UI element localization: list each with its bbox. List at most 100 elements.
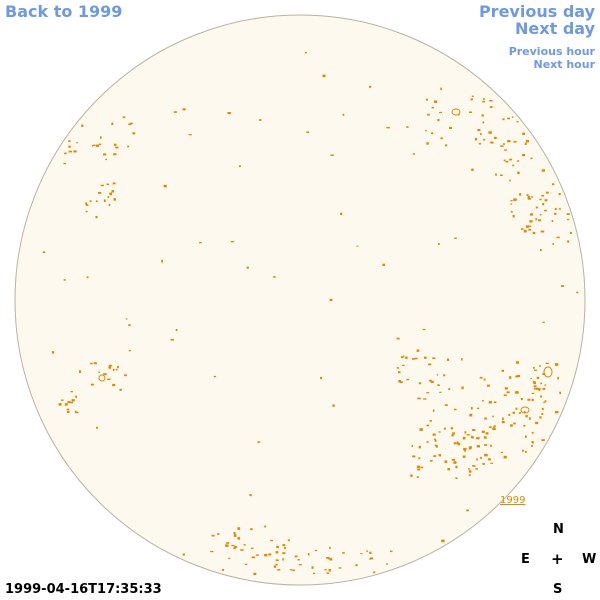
- feature-mark: [567, 240, 570, 243]
- feature-mark: [434, 100, 438, 103]
- feature-mark: [446, 358, 450, 361]
- feature-mark: [516, 121, 519, 123]
- feature-mark: [540, 395, 542, 398]
- feature-mark: [538, 388, 541, 392]
- feature-mark: [429, 420, 432, 422]
- feature-mark: [74, 410, 77, 414]
- feature-mark: [523, 425, 526, 427]
- feature-mark: [542, 321, 545, 323]
- feature-mark: [108, 364, 113, 367]
- feature-mark: [89, 200, 92, 202]
- previous-hour-link[interactable]: Previous hour: [508, 45, 595, 58]
- feature-mark: [453, 442, 457, 445]
- feature-mark: [526, 139, 530, 143]
- feature-mark: [255, 554, 259, 556]
- next-hour-link[interactable]: Next hour: [533, 58, 596, 71]
- feature-mark: [244, 563, 248, 566]
- feature-mark: [492, 415, 494, 418]
- feature-mark: [98, 371, 100, 373]
- feature-mark: [108, 204, 111, 206]
- feature-mark: [282, 552, 286, 555]
- feature-mark: [434, 444, 437, 447]
- feature-mark: [503, 149, 508, 151]
- feature-mark: [475, 468, 478, 470]
- feature-mark: [484, 453, 488, 457]
- feature-mark: [482, 100, 486, 103]
- feature-mark: [284, 546, 286, 550]
- feature-mark: [276, 545, 279, 549]
- feature-mark: [539, 416, 542, 419]
- previous-day-link[interactable]: Previous day: [478, 2, 595, 21]
- feature-mark: [482, 139, 486, 141]
- feature-mark: [234, 546, 238, 548]
- feature-mark: [511, 116, 514, 118]
- feature-mark: [125, 318, 128, 320]
- feature-mark: [529, 417, 531, 420]
- feature-mark: [474, 137, 478, 141]
- feature-mark: [170, 339, 174, 341]
- feature-mark: [492, 427, 496, 430]
- feature-mark: [476, 458, 478, 461]
- feature-mark: [438, 454, 441, 457]
- back-to-year-link[interactable]: Back to 1999: [5, 2, 123, 21]
- feature-mark: [419, 428, 423, 431]
- feature-mark: [471, 435, 473, 439]
- feature-mark: [559, 391, 561, 395]
- feature-mark: [290, 569, 293, 571]
- feature-mark: [515, 391, 519, 394]
- feature-mark: [480, 133, 482, 135]
- feature-mark: [479, 376, 483, 379]
- feature-mark: [532, 231, 536, 234]
- feature-mark: [525, 450, 527, 453]
- feature-mark: [221, 569, 225, 571]
- compass-south-label: S: [553, 582, 563, 597]
- next-day-link[interactable]: Next day: [515, 19, 595, 38]
- feature-mark: [250, 528, 253, 531]
- feature-mark: [545, 362, 549, 364]
- feature-mark: [399, 381, 403, 383]
- feature-mark: [373, 571, 376, 574]
- feature-mark: [426, 392, 430, 394]
- feature-mark: [426, 142, 429, 145]
- feature-mark: [455, 477, 458, 479]
- feature-mark: [543, 401, 545, 404]
- feature-mark: [327, 558, 330, 560]
- feature-mark: [326, 572, 329, 574]
- feature-mark: [576, 291, 579, 294]
- feature-mark: [311, 566, 314, 569]
- feature-mark: [85, 210, 88, 213]
- feature-mark: [556, 236, 560, 239]
- feature-mark: [447, 468, 450, 471]
- feature-mark: [531, 445, 534, 447]
- feature-mark: [297, 559, 300, 561]
- feature-mark: [443, 427, 446, 430]
- feature-mark: [501, 369, 504, 372]
- feature-mark: [429, 379, 432, 382]
- feature-mark: [520, 398, 523, 401]
- feature-mark: [161, 259, 164, 263]
- feature-mark: [246, 266, 249, 269]
- feature-mark: [441, 539, 445, 543]
- feature-mark: [273, 276, 276, 278]
- feature-mark: [432, 409, 435, 412]
- feature-mark: [211, 534, 215, 537]
- feature-mark: [507, 140, 511, 143]
- feature-mark: [570, 231, 572, 234]
- feature-mark: [541, 413, 544, 415]
- feature-mark: [64, 403, 68, 406]
- feature-mark: [559, 207, 561, 210]
- feature-mark: [483, 436, 487, 439]
- feature-mark: [502, 417, 504, 421]
- feature-mark: [417, 397, 421, 400]
- feature-mark: [233, 547, 236, 550]
- feature-mark: [425, 130, 427, 132]
- feature-mark: [422, 328, 426, 331]
- feature-mark: [238, 165, 241, 168]
- feature-mark: [541, 194, 545, 197]
- region-label-link[interactable]: 1999: [500, 495, 526, 506]
- feature-mark: [517, 171, 520, 175]
- feature-mark: [63, 162, 66, 165]
- feature-mark: [132, 132, 136, 135]
- feature-mark: [515, 407, 518, 410]
- feature-mark: [42, 251, 46, 253]
